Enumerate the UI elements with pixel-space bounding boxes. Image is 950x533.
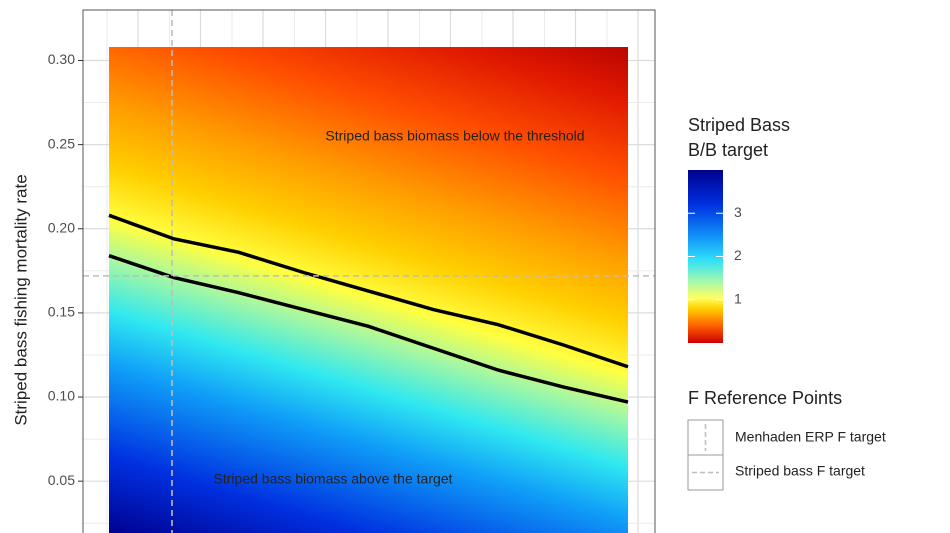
legend-label: Striped bass F target [735, 463, 865, 479]
y-tick-label: 0.30 [48, 51, 75, 67]
legend-title: F Reference Points [688, 388, 842, 408]
y-tick-label: 0.05 [48, 472, 75, 488]
colorbar-title: B/B target [688, 140, 768, 160]
y-tick-label: 0.25 [48, 135, 75, 151]
y-tick-label: 0.10 [48, 388, 75, 404]
y-axis-label: Striped bass fishing mortality rate [11, 174, 30, 425]
y-tick-label: 0.20 [48, 219, 75, 235]
panel-border [82, 9, 656, 533]
colorbar-tick-label: 1 [734, 290, 742, 306]
annotation: Striped bass biomass below the threshold [325, 128, 584, 144]
contour-line [108, 213, 629, 369]
legend-label: Menhaden ERP F target [735, 429, 886, 445]
annotation: Striped bass biomass above the target [214, 471, 453, 487]
y-tick-label: 0.15 [48, 304, 75, 320]
colorbar-tick-label: 3 [734, 204, 742, 220]
contour-line [108, 254, 629, 404]
colorbar-tick-label: 2 [734, 247, 742, 263]
colorbar-title: Striped Bass [688, 115, 790, 135]
